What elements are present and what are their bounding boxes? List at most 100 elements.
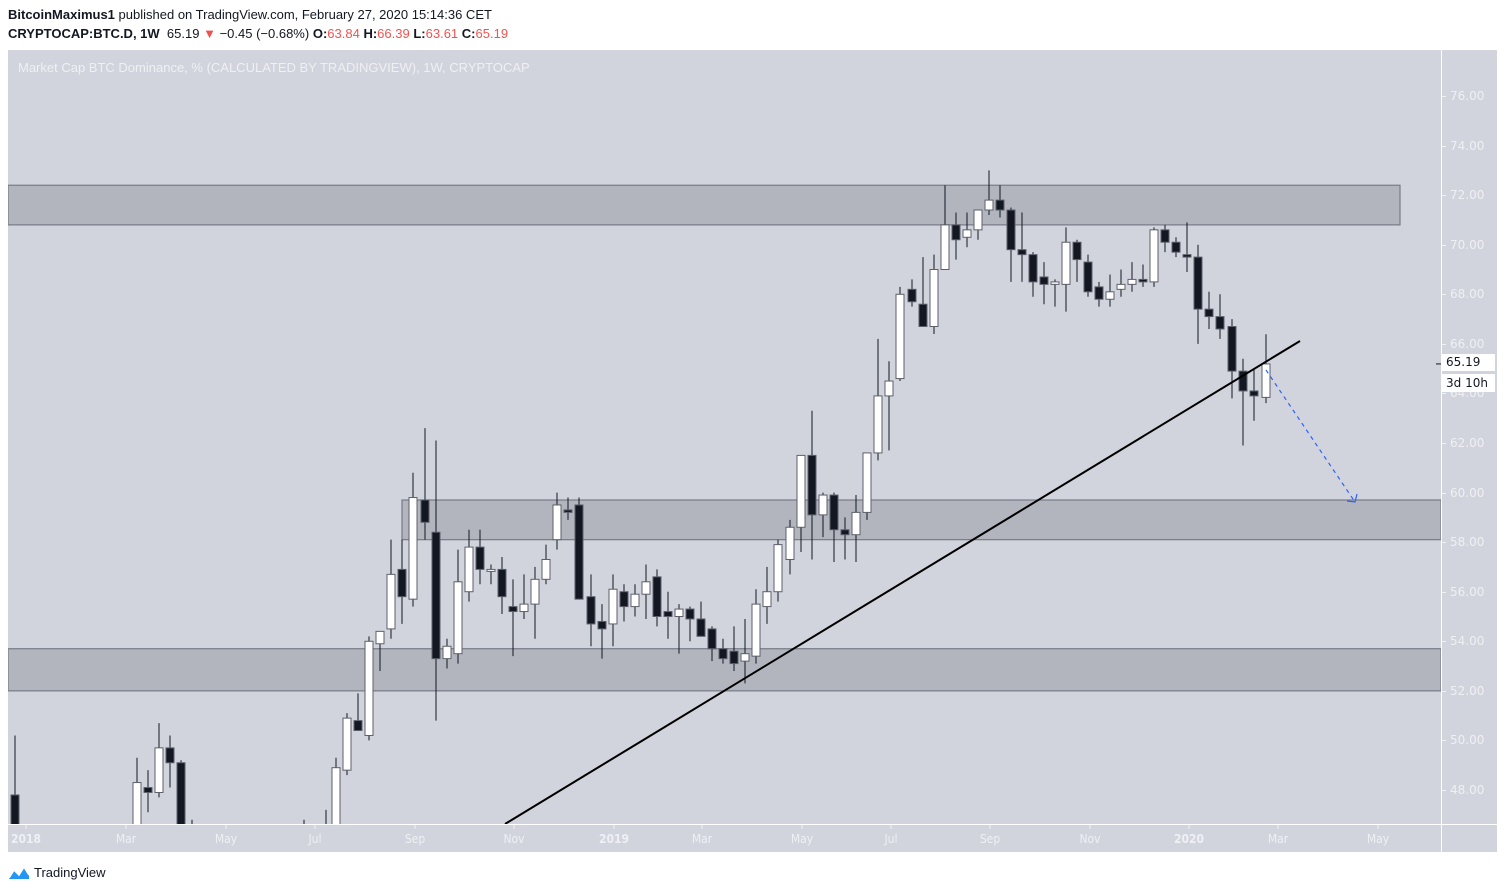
plot-layer [8,170,1441,827]
candle-down [1182,254,1192,258]
candle-up [630,593,640,608]
candle-up [1261,363,1271,398]
candle-up [873,395,883,454]
candle-down [807,454,817,516]
candle-up [818,494,828,516]
time-tick-label: 2018 [10,832,42,846]
bar-countdown-label: 3d 10h [1442,374,1495,392]
time-tick-label: 2020 [1173,832,1205,846]
price-tick-label: 76.00 [1441,89,1485,103]
price-axis-divider [1441,50,1442,852]
candle-down [951,224,961,241]
candle-down [1238,370,1248,392]
candle-down [707,628,717,650]
price-axis[interactable] [1442,50,1497,824]
candle-down [829,494,839,531]
tradingview-logo-icon [8,865,30,879]
candle-up [486,568,496,572]
candle-down [10,794,20,824]
price-tick-label: 50.00 [1441,733,1485,748]
candle-up [300,825,308,827]
candle-up [132,782,142,824]
candle-down [840,529,850,536]
candle-up [188,825,196,827]
candle-up [386,573,396,630]
candle-up [342,717,352,771]
published-text: published on TradingView.com, February 2… [118,7,492,22]
time-tick-label: Mar [1267,832,1289,846]
time-tick-label: Jul [308,832,322,846]
candle-up [375,630,385,645]
candle-down [619,591,629,608]
price-tick-label: 74.00 [1441,138,1485,153]
candle-up [984,199,994,211]
candle-down [1171,241,1181,253]
candle-up [773,544,783,593]
candle-down [176,762,186,824]
axis-corner [1442,825,1497,852]
candle-down [597,620,607,630]
candle-down [563,509,573,513]
candle-down [1039,276,1049,285]
down-arrow-icon: ▼ [203,26,216,41]
price-tick-label: 48.00 [1441,783,1485,797]
candle-down [508,606,518,613]
tradingview-branding[interactable]: TradingView [8,864,106,880]
candle-down [1160,229,1170,243]
candle-down [1193,256,1203,310]
candle-down [397,568,407,598]
candle-up [796,454,806,528]
candle-up [674,608,684,617]
candle-down [475,546,485,570]
price-tick-label: 70.00 [1441,237,1485,252]
price-tick-label: 68.00 [1441,287,1485,302]
candle-down [1017,249,1027,256]
candle-down [1215,316,1225,330]
time-tick-label: Nov [1079,832,1101,846]
candle-down [1138,278,1148,283]
candle-down [1204,308,1214,318]
time-tick-label: May [214,832,238,846]
publish-info: BitcoinMaximus1 published on TradingView… [8,7,492,22]
candle-down [1072,241,1082,261]
price-tick-label: 54.00 [1441,634,1485,649]
time-tick-label: Sep [979,832,1001,846]
time-tick-label: Jul [884,832,898,846]
candle-up [1061,241,1071,285]
candle-up [442,645,452,660]
author-name[interactable]: BitcoinMaximus1 [8,7,115,22]
candle-up [973,209,983,231]
candle-up [740,653,750,662]
candle-up [751,603,761,657]
candle-up [322,825,330,827]
price-tick-label: 56.00 [1441,584,1485,599]
close-value: 65.19 [475,26,509,41]
candle-up [331,767,341,824]
candle-down [497,568,507,598]
resistance-zone [8,184,1401,226]
chart-plot-area[interactable] [8,50,1441,824]
candle-down [995,199,1005,211]
candle-up [608,588,618,625]
price-tick-label: 62.00 [1441,436,1485,450]
change-value: −0.45 (−0.68%) [219,26,310,41]
price-tick-label: 66.00 [1441,336,1485,351]
candle-down [907,288,917,303]
candle-up [464,546,474,593]
candle-down [1227,326,1237,372]
last-price-label: 65.19 [1442,354,1495,371]
open-value: 63.84 [327,26,360,41]
candle-up [1127,278,1137,285]
candle-down [663,611,673,617]
tradingview-label: TradingView [34,864,106,880]
candle-up [929,269,939,328]
candle-up [762,591,772,608]
time-axis[interactable] [8,825,1441,852]
candle-up [851,511,861,536]
candle-down [729,650,739,665]
candle-down [685,608,695,620]
candle-down [353,720,363,732]
candle-up [1105,291,1115,300]
candle-up [453,581,463,655]
